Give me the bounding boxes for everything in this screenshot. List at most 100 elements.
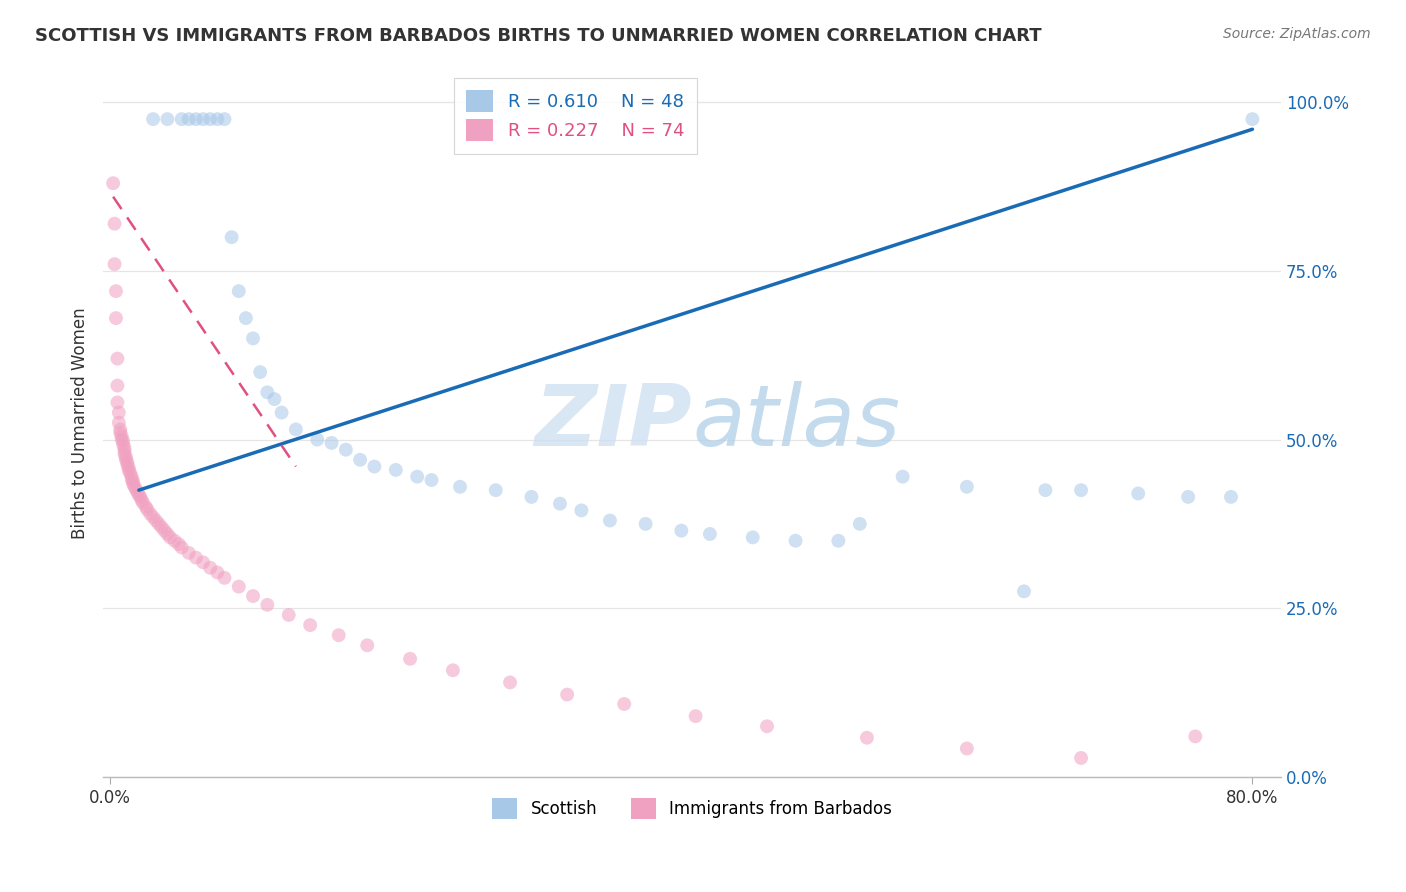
Point bbox=[449, 480, 471, 494]
Point bbox=[685, 709, 707, 723]
Point bbox=[159, 530, 181, 544]
Point bbox=[485, 483, 508, 498]
Point bbox=[184, 550, 207, 565]
Point bbox=[356, 638, 378, 652]
Point bbox=[129, 490, 152, 504]
Point bbox=[108, 416, 131, 430]
Point bbox=[121, 469, 143, 483]
Point bbox=[128, 488, 150, 502]
Point bbox=[256, 598, 278, 612]
Point bbox=[112, 438, 135, 452]
Y-axis label: Births to Unmarried Women: Births to Unmarried Women bbox=[72, 307, 89, 539]
Point bbox=[214, 112, 236, 127]
Point bbox=[284, 422, 307, 436]
Point bbox=[107, 378, 129, 392]
Point bbox=[122, 477, 145, 491]
Point bbox=[756, 719, 779, 733]
Point bbox=[441, 663, 464, 677]
Point bbox=[127, 485, 149, 500]
Point bbox=[856, 731, 879, 745]
Point bbox=[228, 580, 250, 594]
Point bbox=[242, 331, 264, 345]
Point bbox=[110, 425, 132, 440]
Point bbox=[142, 510, 165, 524]
Point bbox=[115, 452, 138, 467]
Point bbox=[177, 112, 200, 127]
Point bbox=[132, 496, 155, 510]
Point bbox=[242, 589, 264, 603]
Point bbox=[307, 433, 329, 447]
Point bbox=[107, 395, 129, 409]
Point bbox=[135, 500, 157, 514]
Point bbox=[399, 652, 422, 666]
Point bbox=[200, 560, 222, 574]
Point bbox=[114, 444, 136, 458]
Point bbox=[150, 520, 173, 534]
Point bbox=[207, 566, 229, 580]
Point bbox=[142, 112, 165, 127]
Legend: Scottish, Immigrants from Barbados: Scottish, Immigrants from Barbados bbox=[485, 791, 898, 825]
Point bbox=[571, 503, 593, 517]
Point bbox=[249, 365, 271, 379]
Point bbox=[104, 284, 127, 298]
Point bbox=[163, 533, 186, 548]
Point bbox=[849, 516, 872, 531]
Point bbox=[131, 493, 153, 508]
Point bbox=[120, 467, 142, 481]
Point bbox=[321, 436, 343, 450]
Point bbox=[741, 530, 763, 544]
Point bbox=[1070, 751, 1092, 765]
Point bbox=[101, 176, 124, 190]
Point bbox=[1220, 490, 1243, 504]
Point bbox=[108, 406, 131, 420]
Point bbox=[104, 311, 127, 326]
Point bbox=[956, 480, 979, 494]
Point bbox=[891, 469, 914, 483]
Point bbox=[103, 257, 125, 271]
Point bbox=[136, 502, 159, 516]
Point bbox=[112, 434, 135, 448]
Point bbox=[191, 112, 214, 127]
Point bbox=[139, 507, 162, 521]
Point bbox=[107, 351, 129, 366]
Text: ZIP: ZIP bbox=[534, 381, 692, 464]
Point bbox=[184, 112, 207, 127]
Point bbox=[103, 217, 125, 231]
Point bbox=[156, 527, 179, 541]
Point bbox=[200, 112, 222, 127]
Point bbox=[613, 697, 636, 711]
Point bbox=[117, 458, 139, 473]
Point bbox=[170, 541, 193, 555]
Point bbox=[270, 406, 292, 420]
Point bbox=[214, 571, 236, 585]
Point bbox=[170, 112, 193, 127]
Point bbox=[221, 230, 243, 244]
Point bbox=[349, 452, 371, 467]
Point bbox=[827, 533, 849, 548]
Point bbox=[122, 475, 145, 489]
Point bbox=[145, 514, 167, 528]
Point bbox=[117, 455, 139, 469]
Point bbox=[1012, 584, 1035, 599]
Point bbox=[634, 516, 657, 531]
Text: SCOTTISH VS IMMIGRANTS FROM BARBADOS BIRTHS TO UNMARRIED WOMEN CORRELATION CHART: SCOTTISH VS IMMIGRANTS FROM BARBADOS BIR… bbox=[35, 27, 1042, 45]
Point bbox=[1035, 483, 1057, 498]
Point bbox=[1128, 486, 1150, 500]
Point bbox=[121, 472, 143, 486]
Point bbox=[148, 516, 170, 531]
Point bbox=[1070, 483, 1092, 498]
Point bbox=[235, 311, 257, 326]
Point bbox=[599, 514, 621, 528]
Point bbox=[1241, 112, 1264, 127]
Point bbox=[263, 392, 285, 406]
Point bbox=[406, 469, 429, 483]
Point bbox=[114, 441, 136, 455]
Point bbox=[114, 447, 136, 461]
Point bbox=[256, 385, 278, 400]
Point bbox=[1177, 490, 1199, 504]
Point bbox=[125, 483, 148, 497]
Point bbox=[363, 459, 385, 474]
Point bbox=[335, 442, 357, 457]
Point bbox=[956, 741, 979, 756]
Point bbox=[299, 618, 322, 632]
